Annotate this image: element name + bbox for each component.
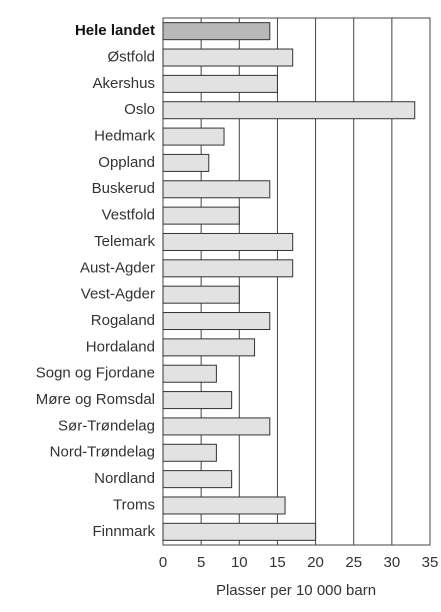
y-tick-label: Troms — [113, 496, 155, 513]
bar — [162, 22, 271, 41]
y-tick-label: Sør-Trøndelag — [58, 417, 155, 434]
bar — [162, 74, 278, 93]
bar — [162, 259, 294, 278]
bar — [162, 101, 416, 120]
x-tick-label: 15 — [269, 554, 286, 571]
x-tick-label: 0 — [159, 554, 167, 571]
bar — [162, 364, 217, 383]
y-tick-label: Aust-Agder — [80, 259, 155, 276]
bar — [162, 312, 271, 331]
bar — [162, 443, 217, 462]
x-tick-label: 5 — [197, 554, 205, 571]
bar — [162, 180, 271, 199]
y-tick-label: Sogn og Fjordane — [36, 365, 155, 382]
bar — [162, 417, 271, 436]
y-tick-label: Hele landet — [75, 22, 155, 39]
y-tick-label: Akershus — [92, 75, 155, 92]
bar — [162, 127, 225, 146]
bar — [162, 338, 256, 357]
bar — [162, 153, 210, 172]
x-tick-label: 25 — [345, 554, 362, 571]
y-tick-label: Buskerud — [92, 180, 155, 197]
y-tick-label: Telemark — [94, 233, 155, 250]
x-tick-label: 35 — [422, 554, 439, 571]
y-tick-label: Møre og Romsdal — [36, 391, 155, 408]
bar — [162, 48, 294, 67]
y-tick-label: Hordaland — [86, 338, 155, 355]
y-tick-label: Nord-Trøndelag — [50, 444, 155, 461]
y-tick-label: Vestfold — [102, 207, 155, 224]
y-tick-label: Nordland — [94, 470, 155, 487]
bar — [162, 206, 240, 225]
y-tick-label: Østfold — [107, 48, 155, 65]
y-tick-label: Rogaland — [91, 312, 155, 329]
x-tick-label: 10 — [231, 554, 248, 571]
bar — [162, 285, 240, 304]
y-tick-label: Hedmark — [94, 128, 155, 145]
bar — [162, 391, 233, 410]
y-tick-label: Vest-Agder — [81, 286, 155, 303]
x-axis-label: Plasser per 10 000 barn — [216, 582, 376, 599]
y-tick-label: Finnmark — [92, 523, 155, 540]
bar — [162, 522, 317, 541]
bar — [162, 232, 294, 251]
plot-frame — [162, 17, 431, 546]
y-tick-label: Oslo — [124, 101, 155, 118]
x-tick-label: 20 — [307, 554, 324, 571]
bar — [162, 496, 286, 515]
x-tick-label: 30 — [384, 554, 401, 571]
y-tick-label: Oppland — [98, 154, 155, 171]
bar — [162, 470, 233, 489]
